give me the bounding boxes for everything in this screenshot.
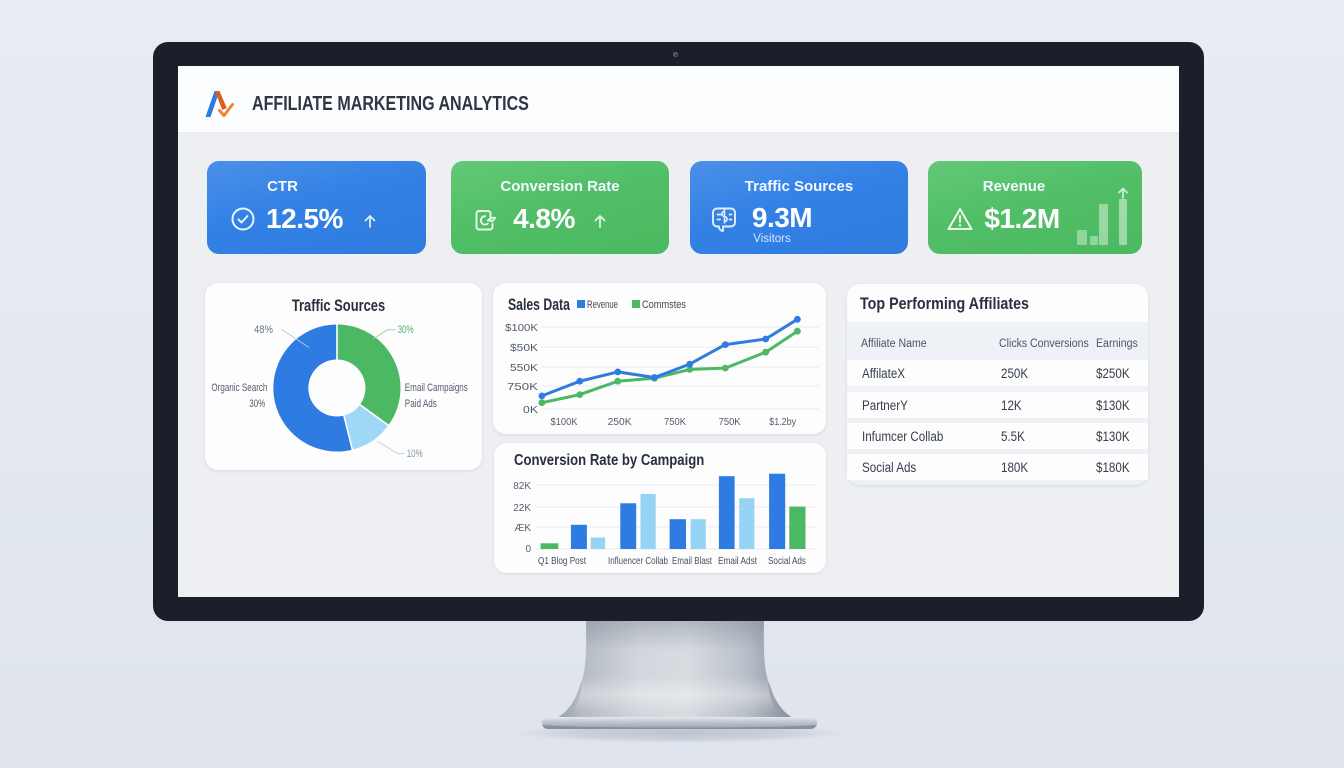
svg-text:Email Blast: Email Blast <box>672 556 712 567</box>
svg-text:30%: 30% <box>398 324 414 336</box>
svg-text:Commstes: Commstes <box>642 299 686 311</box>
svg-text:48%: 48% <box>254 324 273 336</box>
svg-text:Email Campaigns: Email Campaigns <box>405 382 468 394</box>
svg-text:Paid Ads: Paid Ads <box>405 398 437 410</box>
svg-text:Influencer Collab: Influencer Collab <box>608 556 668 567</box>
svg-text:22K: 22K <box>513 503 531 514</box>
svg-text:ÆK: ÆK <box>514 523 531 534</box>
svg-text:0K: 0K <box>523 405 538 416</box>
svg-text:750K: 750K <box>664 417 686 428</box>
svg-text:Social Ads: Social Ads <box>768 556 806 567</box>
svg-text:30%: 30% <box>249 398 265 410</box>
svg-text:0: 0 <box>525 544 531 555</box>
svg-text:82K: 82K <box>513 481 531 492</box>
svg-text:Email Adst: Email Adst <box>718 556 757 567</box>
svg-text:$50K: $50K <box>510 343 538 354</box>
svg-text:750K: 750K <box>719 417 741 428</box>
svg-text:$100K: $100K <box>505 323 538 334</box>
svg-text:Revenue: Revenue <box>587 299 618 311</box>
svg-text:250K: 250K <box>608 417 632 428</box>
svg-text:Q1 Blog Post: Q1 Blog Post <box>538 556 586 567</box>
svg-text:10%: 10% <box>407 448 423 460</box>
svg-text:750K: 750K <box>507 382 538 393</box>
svg-text:Organic Search: Organic Search <box>211 382 267 394</box>
svg-text:$1.2by: $1.2by <box>769 417 796 428</box>
svg-text:550K: 550K <box>510 363 538 374</box>
svg-text:$100K: $100K <box>551 417 578 428</box>
